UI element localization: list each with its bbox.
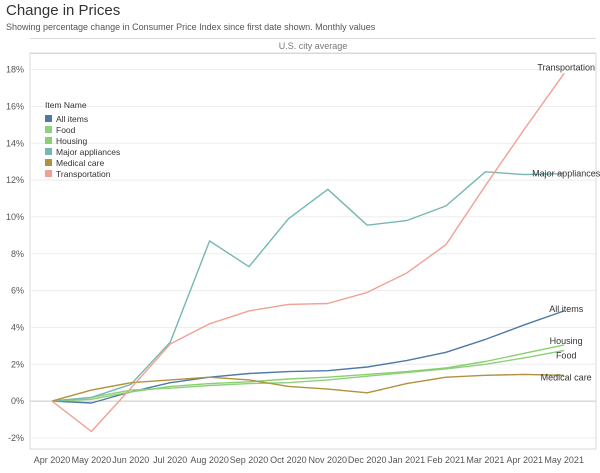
- x-tick-label: Aug 2020: [190, 455, 229, 465]
- legend-item[interactable]: Major appliances: [45, 146, 120, 157]
- legend-label: Major appliances: [56, 146, 121, 157]
- legend-label: Medical care: [56, 157, 105, 168]
- legend-label: All items: [56, 113, 89, 124]
- y-tick-label: -2%: [8, 433, 24, 443]
- y-tick-label: 0%: [11, 396, 24, 406]
- y-tick-label: 6%: [11, 286, 24, 296]
- series-end-label: Transportation: [537, 62, 595, 72]
- y-tick-label: 16%: [6, 101, 24, 111]
- x-tick-label: May 2021: [544, 455, 584, 465]
- y-tick-label: 12%: [6, 175, 24, 185]
- series-end-label: Medical care: [541, 372, 592, 382]
- x-tick-label: Mar 2021: [466, 455, 504, 465]
- legend-swatch: [45, 170, 52, 177]
- series-end-label: Major appliances: [532, 169, 600, 179]
- x-tick-label: Nov 2020: [309, 455, 348, 465]
- legend-label: Food: [56, 124, 76, 135]
- axes: -2%0%2%4%6%8%10%12%14%16%18%Apr 2020 May …: [6, 65, 584, 465]
- x-tick-label: Feb 2021: [427, 455, 465, 465]
- series-line: [51, 349, 565, 402]
- y-tick-label: 8%: [11, 249, 24, 259]
- plot-frame: [29, 52, 597, 450]
- end-labels: All items Food Housing Major appliances Medi…: [532, 62, 600, 382]
- x-tick-label: Oct 2020: [270, 455, 307, 465]
- series-line: [51, 171, 565, 402]
- y-tick-label: 10%: [6, 212, 24, 222]
- x-tick-label: Dec 2020: [348, 455, 387, 465]
- legend-title: Item Name: [45, 100, 87, 110]
- legend-item[interactable]: Transportation: [45, 168, 120, 179]
- series-lines: [51, 72, 565, 433]
- series-line: [51, 373, 565, 402]
- series-line: [51, 344, 565, 402]
- legend-item[interactable]: All items: [45, 113, 120, 124]
- x-tick-label: Apr 2021: [507, 455, 544, 465]
- chart-title: Change in Prices: [6, 2, 121, 19]
- x-tick-label: Jan 2021: [388, 455, 425, 465]
- legend-label: Transportation: [56, 168, 111, 179]
- x-tick-label: May 2020: [72, 455, 112, 465]
- legend-swatch: [45, 126, 52, 133]
- chart-subtitle: Showing percentage change in Consumer Pr…: [6, 22, 376, 32]
- y-tick-label: 18%: [6, 65, 24, 75]
- legend-label: Housing: [56, 135, 88, 146]
- x-tick-label: Jul 2020: [153, 455, 187, 465]
- series-line: [51, 72, 565, 433]
- legend-item[interactable]: Housing: [45, 135, 120, 146]
- legend-item[interactable]: Food: [45, 124, 120, 135]
- x-tick-label: Jun 2020: [112, 455, 149, 465]
- legend-swatch: [45, 148, 52, 155]
- y-tick-label: 14%: [6, 138, 24, 148]
- legend-swatch: [45, 115, 52, 122]
- x-tick-label: Sep 2020: [230, 455, 269, 465]
- y-tick-label: 4%: [11, 322, 24, 332]
- legend-swatch: [45, 159, 52, 166]
- legend: Item Name All items Food Housing Major a…: [45, 100, 120, 179]
- legend-swatch: [45, 137, 52, 144]
- series-end-label: All items: [549, 304, 584, 314]
- y-tick-label: 2%: [11, 359, 24, 369]
- grid: [29, 52, 597, 450]
- x-tick-label: Apr 2020: [34, 455, 71, 465]
- series-line: [51, 310, 565, 404]
- series-end-label: Housing: [550, 336, 583, 346]
- series-end-label: Food: [556, 350, 577, 360]
- legend-item[interactable]: Medical care: [45, 157, 120, 168]
